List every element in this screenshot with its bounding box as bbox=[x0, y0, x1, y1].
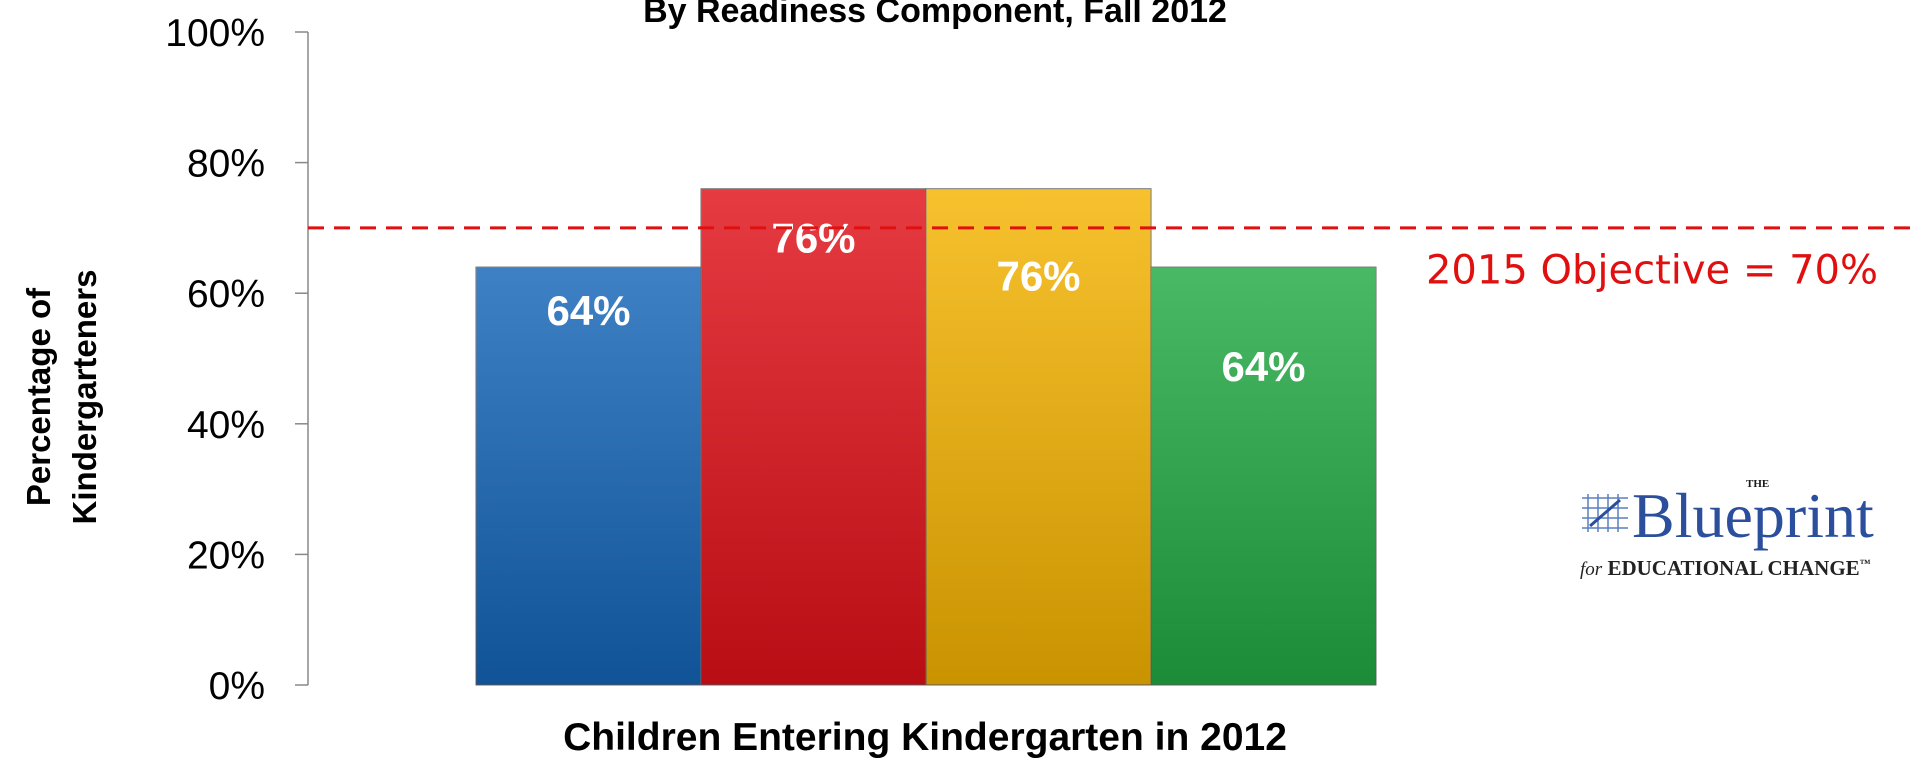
data-label-2: 76% bbox=[771, 215, 855, 262]
bar-1-shading bbox=[476, 267, 701, 685]
data-label-3: 76% bbox=[996, 253, 1080, 300]
logo-tm: ™ bbox=[1859, 558, 1871, 570]
blueprint-logo: Blueprint THE for EDUCATIONAL CHANGE™ bbox=[1580, 478, 1880, 588]
bar-2-shading bbox=[701, 188, 926, 685]
y-axis-label-line-2: Kindergarteners bbox=[66, 270, 103, 525]
y-tick-label: 0% bbox=[209, 665, 265, 708]
logo-main-text: Blueprint bbox=[1632, 480, 1874, 551]
reference-line-group: 2015 Objective = 70% bbox=[308, 226, 1915, 293]
y-tick-label: 60% bbox=[187, 273, 265, 316]
data-label-4: 64% bbox=[1221, 343, 1305, 390]
blueprint-grid-icon bbox=[1582, 494, 1628, 532]
y-tick-label: 20% bbox=[187, 534, 265, 577]
y-axis-label-line-1: Percentage of bbox=[20, 287, 57, 506]
logo-sub-main: EDUCATIONAL CHANGE bbox=[1607, 556, 1860, 580]
y-axis: 0% 20% 40% 60% 80% 100% bbox=[165, 12, 309, 708]
y-tick-label: 100% bbox=[165, 12, 265, 55]
y-tick-label: 40% bbox=[187, 404, 265, 447]
logo-sub-italic: for bbox=[1580, 559, 1603, 580]
logo-the-text: THE bbox=[1746, 478, 1770, 490]
chart-title: By Readiness Component, Fall 2012 bbox=[643, 0, 1227, 30]
x-axis-label: Children Entering Kindergarten in 2012 bbox=[563, 716, 1287, 759]
y-tick-label: 80% bbox=[187, 143, 265, 186]
bar-3-shading bbox=[926, 188, 1151, 685]
logo-sub-text: for EDUCATIONAL CHANGE™ bbox=[1580, 556, 1871, 581]
reference-line-label: 2015 Objective = 70% bbox=[1426, 247, 1878, 293]
bars: 64% 76% 76% 64% bbox=[475, 188, 1377, 686]
bar-4-shading bbox=[1151, 267, 1376, 685]
data-label-1: 64% bbox=[546, 287, 630, 334]
